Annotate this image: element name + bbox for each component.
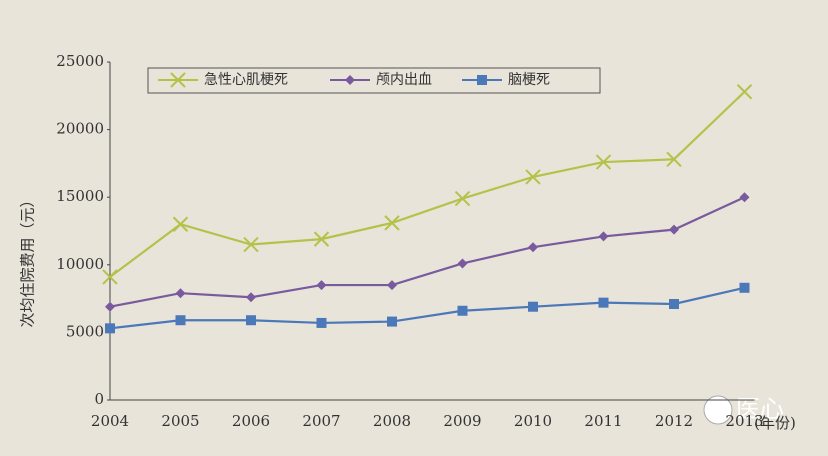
marker bbox=[598, 231, 609, 242]
marker bbox=[666, 151, 682, 168]
marker bbox=[739, 282, 750, 293]
marker bbox=[736, 84, 753, 100]
y-axis-label: 次均住院费用（元） bbox=[19, 192, 37, 327]
legend-text: 急性心肌梗死 bbox=[204, 72, 288, 88]
x-tick-label: 2011 bbox=[584, 412, 622, 430]
marker bbox=[102, 269, 118, 285]
legend-box bbox=[147, 67, 601, 94]
marker bbox=[246, 292, 256, 303]
y-tick-label: 0 bbox=[94, 390, 104, 408]
x-tick-label: 2009 bbox=[443, 412, 481, 430]
marker bbox=[528, 301, 538, 312]
x-tick-label: 2004 bbox=[91, 412, 129, 430]
series-line bbox=[109, 196, 745, 308]
legend-text: 颅内出血 bbox=[376, 72, 432, 88]
marker bbox=[243, 236, 259, 253]
marker bbox=[528, 242, 538, 253]
marker bbox=[313, 231, 330, 247]
x-tick-label: 2007 bbox=[302, 412, 340, 430]
marker bbox=[477, 75, 487, 85]
marker bbox=[172, 216, 189, 232]
y-tick-label: 10000 bbox=[56, 255, 104, 273]
marker bbox=[457, 258, 468, 269]
watermark-icon bbox=[703, 395, 733, 425]
series-line bbox=[109, 90, 746, 278]
marker bbox=[345, 75, 355, 85]
x-tick-label: 2005 bbox=[161, 412, 199, 430]
x-tick-label: 2013 bbox=[725, 412, 763, 430]
y-tick-label: 5000 bbox=[66, 322, 104, 340]
marker bbox=[384, 215, 400, 231]
series-line bbox=[109, 286, 745, 330]
marker bbox=[669, 299, 679, 310]
x-tick-label: 2010 bbox=[514, 412, 552, 430]
marker bbox=[387, 280, 397, 291]
marker bbox=[316, 317, 327, 328]
x-tick-label: 2006 bbox=[232, 412, 270, 430]
marker bbox=[105, 323, 115, 334]
legend-text: 脑梗死 bbox=[508, 72, 550, 88]
x-tick-label: 2012 bbox=[655, 412, 693, 430]
marker bbox=[105, 301, 115, 312]
x-axis-label: (年份) bbox=[754, 414, 796, 432]
y-tick-label: 25000 bbox=[56, 52, 104, 70]
y-tick-label: 15000 bbox=[56, 187, 104, 205]
marker bbox=[669, 224, 679, 235]
marker bbox=[246, 315, 256, 326]
marker bbox=[175, 315, 186, 326]
marker bbox=[454, 190, 471, 207]
marker bbox=[170, 72, 186, 88]
marker bbox=[525, 169, 541, 185]
marker bbox=[316, 280, 327, 291]
marker bbox=[387, 316, 397, 327]
marker bbox=[595, 154, 612, 170]
x-tick-label: 2008 bbox=[373, 412, 411, 430]
marker bbox=[175, 288, 186, 299]
marker bbox=[739, 192, 750, 203]
marker bbox=[457, 305, 468, 316]
y-tick-label: 20000 bbox=[56, 120, 104, 138]
marker bbox=[598, 297, 609, 308]
